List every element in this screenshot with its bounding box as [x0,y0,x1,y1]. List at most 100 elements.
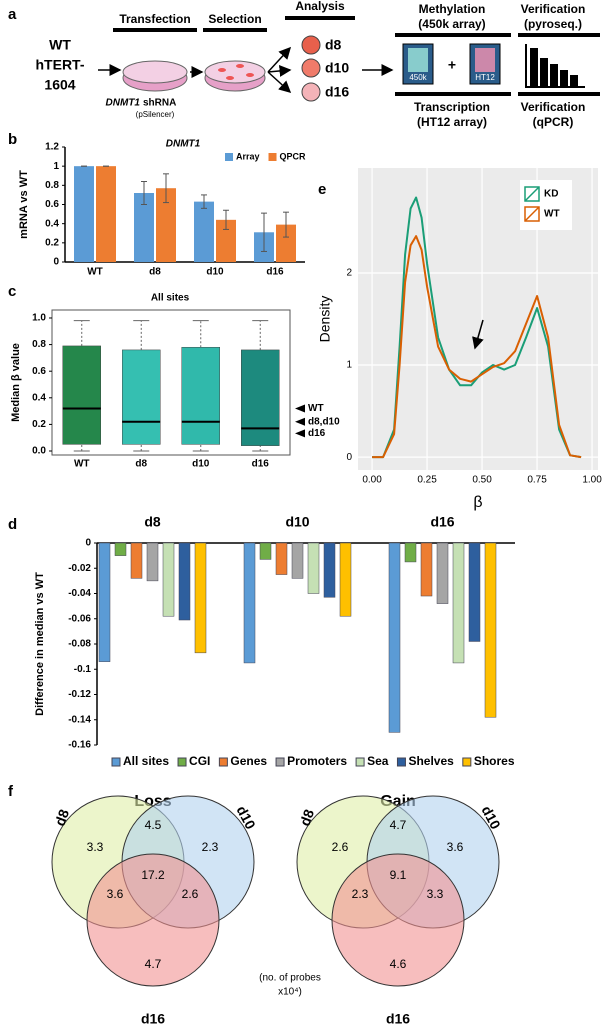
bar [243,542,256,664]
venn-circle [331,853,465,987]
error-bar [201,194,207,209]
venn-value: 4.6 [390,957,407,971]
venn-circle [86,853,220,987]
array-tag: 450k [409,73,427,82]
venn-value: 4.7 [145,957,162,971]
colonies [218,64,254,80]
venn-value: 4.7 [390,818,407,832]
step-label: Selection [208,12,261,26]
venn-value: 2.6 [182,887,199,901]
arrows [267,46,394,94]
plus: + [448,57,456,73]
x-tick-label: 0.00 [362,475,382,486]
venn-set-label: d16 [141,1011,165,1027]
y-axis-label: Density [317,296,333,343]
bar [276,224,296,262]
x-tick-label: d10 [192,459,210,470]
construct-gene: DNMT1 [106,98,141,109]
dish [204,60,266,84]
venn-value: 3.3 [427,887,444,901]
annotation-arrow [295,417,305,426]
y-tick-label: 1 [346,360,352,371]
step-bar [113,28,197,32]
x-tick-label: d10 [206,267,224,278]
x-tick-label: d16 [266,267,284,278]
y-axis-label: mRNA vs WT [18,170,30,239]
bar [339,542,352,617]
assay-label: Verification [521,100,586,114]
array-grid [408,48,428,72]
bar [146,542,159,582]
bar [156,188,176,262]
bar [130,542,143,579]
bar [194,201,214,262]
bar [259,542,272,560]
bar [194,542,207,654]
assay-label: Transcription [414,100,490,114]
y-tick-label: 0 [53,257,59,268]
box [62,345,101,445]
y-tick-label: 0.6 [32,366,46,377]
venn-value: 3.6 [447,840,464,854]
x-tick-label: d8 [144,514,161,530]
density-line [372,196,582,459]
annotation-arrow [295,429,305,438]
legend-label: Promoters [287,754,347,768]
legend-label: KD [544,189,558,200]
legend-label: WT [544,209,560,220]
panel-label: b [8,131,17,148]
legend-swatch [225,153,233,161]
density-line [372,235,582,459]
x-tick-label: d10 [285,514,309,530]
dish [122,60,188,84]
y-tick-label: 2 [346,268,352,279]
y-tick-label: 0.2 [32,419,46,430]
legend-label: All sites [123,754,169,768]
y-tick-label: -0.08 [68,639,91,650]
timepoint: d8 [325,37,342,53]
bar [452,542,465,664]
bar [275,542,288,575]
box [122,349,161,445]
venn-value: 17.2 [141,868,165,882]
annotation: d8,d10 [308,416,340,427]
bar [216,219,236,262]
venn-value: 2.6 [332,840,349,854]
bar [98,542,111,662]
step-bar [285,16,355,20]
bar [420,542,433,597]
annotation-arrow [295,404,305,413]
error-bar [163,173,169,204]
y-tick-label: 0.8 [45,180,59,191]
timepoint-dot [301,58,321,78]
legend-label: CGI [189,754,210,768]
y-tick-label: -0.06 [68,613,91,624]
y-tick-label: 0 [346,452,352,463]
legend-swatch [268,153,277,161]
chart-title: DNMT1 [166,139,201,150]
x-tick-label: d8 [135,459,147,470]
x-tick-label: WT [87,267,103,278]
cell-line: 1604 [44,77,75,93]
bar [291,542,304,579]
x-tick-label: 0.75 [527,475,547,486]
legend-swatch [177,757,187,767]
y-tick-label: 0 [85,538,91,549]
y-tick-label: -0.1 [74,664,92,675]
bar [178,542,191,621]
error-bar [283,211,289,238]
assay-label: (450k array) [418,17,485,31]
assay-bar [395,92,511,96]
assay-label: Methylation [419,2,486,16]
legend-label: Sea [367,754,389,768]
venn-set-label: d16 [386,1011,410,1027]
bar [404,542,417,563]
x-tick-label: d8 [149,267,161,278]
bar [388,542,401,733]
legend-swatch [275,757,285,767]
cell-line: WT [49,37,71,53]
pointer-arrow [472,319,484,350]
bar [484,542,497,718]
y-axis-label: Difference in median vs WT [34,572,46,716]
